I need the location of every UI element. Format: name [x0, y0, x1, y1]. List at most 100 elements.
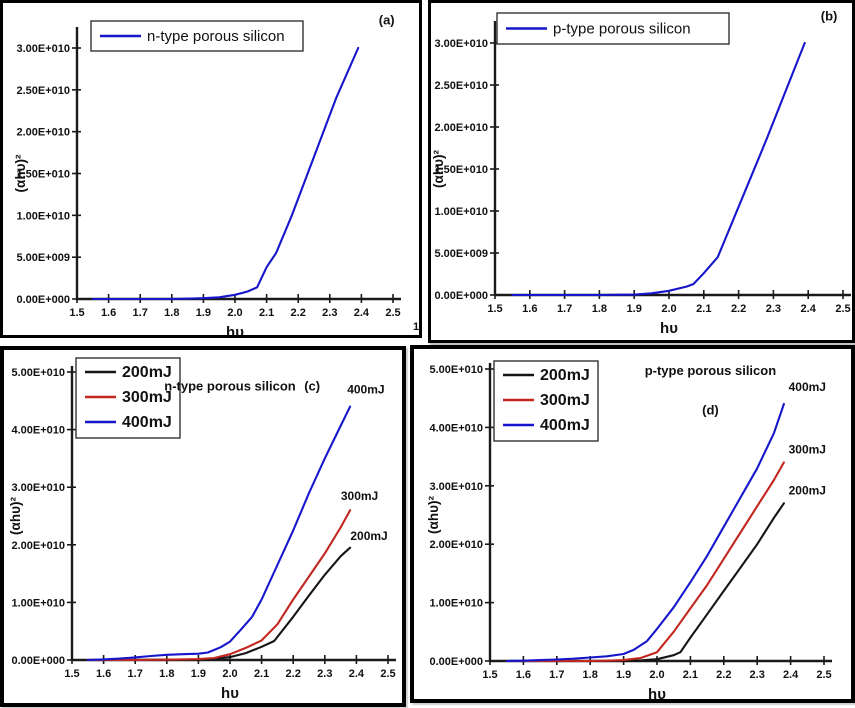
x-tick-label: 2.1 [683, 669, 698, 681]
x-tick-label: 2.4 [801, 303, 817, 315]
x-axis-label: hυ [660, 320, 678, 337]
y-tick-label: 2.50E+010 [434, 80, 488, 92]
curve-300mJ [505, 461, 785, 663]
y-tick-label: 2.00E+010 [16, 127, 70, 139]
x-tick-label: 1.7 [128, 668, 143, 680]
y-tick-label: 1.50E+010 [16, 169, 70, 181]
x-tick-label: 2.3 [322, 307, 337, 319]
curve-p-type-porous-silicon [511, 41, 806, 297]
x-tick-label: 2.2 [731, 303, 746, 315]
y-tick-label: 3.00E+010 [11, 482, 65, 494]
panel-letter: (b) [821, 8, 838, 23]
y-tick-label: 5.00E+010 [11, 367, 65, 379]
x-tick-label: 1.8 [159, 668, 174, 680]
y-tick-label: 1.00E+010 [11, 597, 65, 609]
y-tick-label: 1.00E+010 [434, 206, 488, 218]
panel-letter: (c) [304, 378, 320, 393]
y-tick-label: 5.00E+009 [16, 252, 70, 264]
x-tick-label: 2.3 [317, 668, 332, 680]
annotation-300mJ: 300mJ [341, 489, 378, 503]
y-tick-label: 5.00E+009 [434, 248, 488, 260]
x-axis-label: hυ [648, 686, 666, 699]
x-tick-label: 2.5 [380, 668, 395, 680]
x-tick-label: 2.2 [291, 307, 306, 319]
legend-label: 300mJ [540, 392, 590, 409]
panel-a: 1.5 1.6 1.7 1.8 1.9 2.0 2.1 2.2 2.3 2.4 2.5 0.00E+0… [0, 0, 422, 338]
legend-label: n-type porous silicon [147, 28, 285, 45]
annotation-400mJ: 400mJ [789, 380, 826, 394]
y-tick-label: 3.00E+010 [434, 38, 488, 50]
x-tick-label: 2.5 [835, 303, 850, 315]
y-tick-label: 3.00E+010 [429, 481, 483, 493]
y-tick-label: 3.00E+010 [16, 43, 70, 55]
annotation-300mJ: 300mJ [789, 443, 826, 457]
stray-mark: 1 [413, 321, 420, 333]
y-axis-label: (αhυ)² [431, 150, 446, 188]
chart-d-svg: 1.5 1.6 1.7 1.8 1.9 2.0 2.1 2.2 2.3 2.4 2.5 0.00E+0… [426, 360, 832, 699]
x-tick-label: 2.5 [385, 307, 400, 319]
y-tick-label: 0.00E+000 [434, 290, 488, 302]
x-tick-label: 1.5 [64, 668, 79, 680]
legend-label: 200mJ [540, 367, 590, 384]
y-tick-label: 5.00E+010 [429, 364, 483, 376]
curve-400mJ [505, 402, 785, 663]
x-tick-label: 1.8 [164, 307, 179, 319]
y-tick-label: 1.50E+010 [434, 164, 488, 176]
y-tick-label: 0.00E+000 [11, 655, 65, 667]
x-tick-label: 2.1 [254, 668, 269, 680]
x-tick-label: 1.8 [592, 303, 607, 315]
x-tick-label: 1.9 [627, 303, 642, 315]
x-tick-label: 1.6 [96, 668, 111, 680]
legend-label: 400mJ [122, 414, 172, 431]
x-tick-label: 1.5 [487, 303, 502, 315]
x-tick-label: 1.5 [69, 307, 84, 319]
plot-title: p-type porous silicon [645, 363, 777, 378]
y-tick-label: 1.00E+010 [16, 210, 70, 222]
legend-label: 400mJ [540, 417, 590, 434]
x-tick-label: 1.8 [583, 669, 598, 681]
x-tick-label: 2.3 [750, 669, 765, 681]
x-tick-label: 2.2 [286, 668, 301, 680]
panel-letter: (a) [379, 13, 395, 28]
x-tick-label: 2.1 [696, 303, 711, 315]
x-tick-label: 2.3 [766, 303, 781, 315]
x-axis-label: hυ [221, 685, 239, 702]
x-tick-label: 1.7 [133, 307, 148, 319]
curve-200mJ [505, 502, 785, 663]
x-tick-label: 1.9 [196, 307, 211, 319]
x-tick-label: 1.5 [482, 669, 497, 681]
y-tick-label: 4.00E+010 [429, 422, 483, 434]
x-tick-label: 2.0 [649, 669, 664, 681]
x-tick-label: 1.6 [101, 307, 116, 319]
x-tick-label: 2.2 [716, 669, 731, 681]
x-tick-label: 1.6 [522, 303, 537, 315]
x-tick-label: 1.7 [557, 303, 572, 315]
chart-b-svg: 1.5 1.6 1.7 1.8 1.9 2.0 2.1 2.2 2.3 2.4 2.5 0.00E+0… [431, 8, 851, 337]
plot-title: n-type porous silicon [164, 378, 296, 393]
x-tick-label: 1.7 [549, 669, 564, 681]
legend-label: 300mJ [122, 389, 172, 406]
y-tick-label: 2.00E+010 [429, 539, 483, 551]
legend-label: 200mJ [122, 364, 172, 381]
annotation-200mJ: 200mJ [350, 529, 387, 543]
y-tick-label: 2.50E+010 [16, 85, 70, 97]
curve-200mJ [86, 546, 352, 662]
x-tick-label: 1.6 [516, 669, 531, 681]
x-axis-label: hυ [226, 324, 244, 335]
y-tick-label: 0.00E+000 [429, 656, 483, 668]
x-tick-label: 2.4 [354, 307, 370, 319]
x-tick-label: 2.4 [349, 668, 365, 680]
y-tick-label: 4.00E+010 [11, 425, 65, 437]
curve-n-type-porous-silicon [91, 46, 360, 301]
x-tick-label: 2.0 [661, 303, 676, 315]
x-tick-label: 1.9 [616, 669, 631, 681]
annotation-400mJ: 400mJ [347, 382, 384, 396]
y-tick-label: 1.00E+010 [429, 598, 483, 610]
panel-c: 1.5 1.6 1.7 1.8 1.9 2.0 2.1 2.2 2.3 2.4 2.5 0.00E+0… [0, 346, 406, 707]
y-tick-label: 2.00E+010 [11, 540, 65, 552]
x-tick-label: 2.5 [816, 669, 831, 681]
chart-c-svg: 1.5 1.6 1.7 1.8 1.9 2.0 2.1 2.2 2.3 2.4 2.5 0.00E+0… [8, 357, 396, 702]
x-tick-label: 2.0 [227, 307, 242, 319]
curve-400mJ [86, 405, 352, 662]
